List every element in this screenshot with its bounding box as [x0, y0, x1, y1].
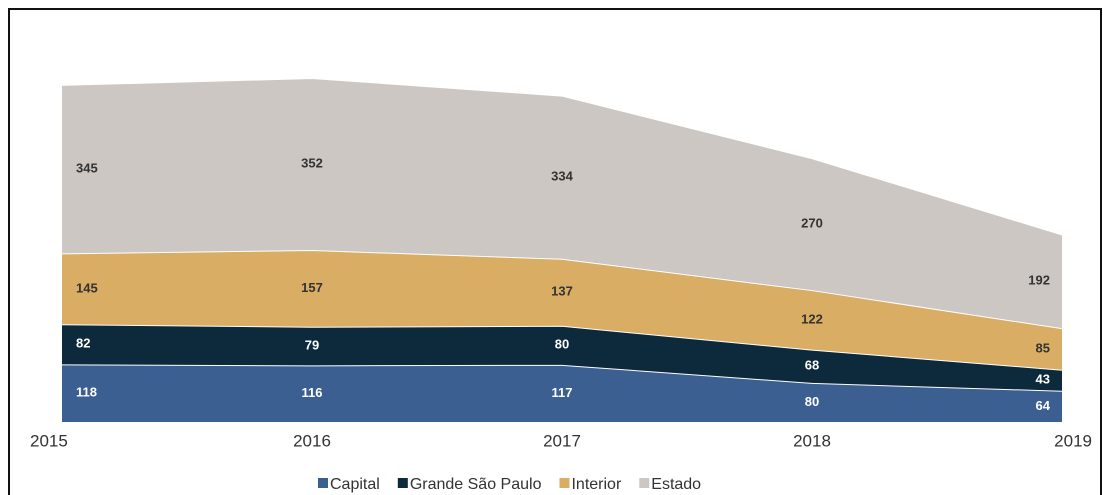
data-label: 334 [551, 169, 573, 184]
data-label: 192 [1028, 273, 1050, 288]
data-label: 122 [801, 311, 823, 326]
data-label: 137 [551, 284, 573, 299]
x-tick-label: 2018 [793, 431, 831, 450]
data-label: 352 [301, 155, 323, 170]
legend-swatch [639, 478, 650, 488]
legend-label: Estado [651, 476, 701, 493]
data-label: 85 [1036, 340, 1050, 355]
data-label: 270 [801, 216, 823, 231]
data-label: 68 [805, 358, 819, 373]
area-top-line [61, 323, 1063, 371]
data-label: 43 [1036, 372, 1050, 387]
data-label: 345 [76, 161, 98, 176]
area [62, 78, 1062, 329]
data-label: 79 [305, 337, 319, 352]
legend-label: Capital [330, 476, 380, 493]
area-top-line [61, 76, 1063, 236]
data-label: 145 [76, 280, 98, 295]
area [62, 364, 1062, 422]
x-tick-label: 2016 [293, 431, 331, 450]
legend-swatch [318, 478, 328, 488]
data-label: 116 [302, 385, 323, 400]
data-label: 64 [1036, 398, 1051, 413]
data-label: 117 [552, 385, 573, 400]
data-label: 118 [76, 385, 97, 400]
x-tick-label: 2015 [30, 431, 68, 450]
legend-label: Grande São Paulo [410, 476, 542, 493]
data-label: 80 [555, 337, 569, 352]
x-tick-label: 2019 [1054, 431, 1092, 450]
x-tick-label: 2017 [543, 431, 581, 450]
legend-swatch [397, 478, 408, 488]
data-label: 157 [301, 280, 323, 295]
legend-swatch [559, 478, 570, 488]
area [62, 250, 1062, 370]
legend-label: Interior [571, 476, 621, 493]
area [62, 324, 1062, 391]
data-label: 80 [805, 394, 819, 409]
data-label: 82 [76, 336, 90, 351]
